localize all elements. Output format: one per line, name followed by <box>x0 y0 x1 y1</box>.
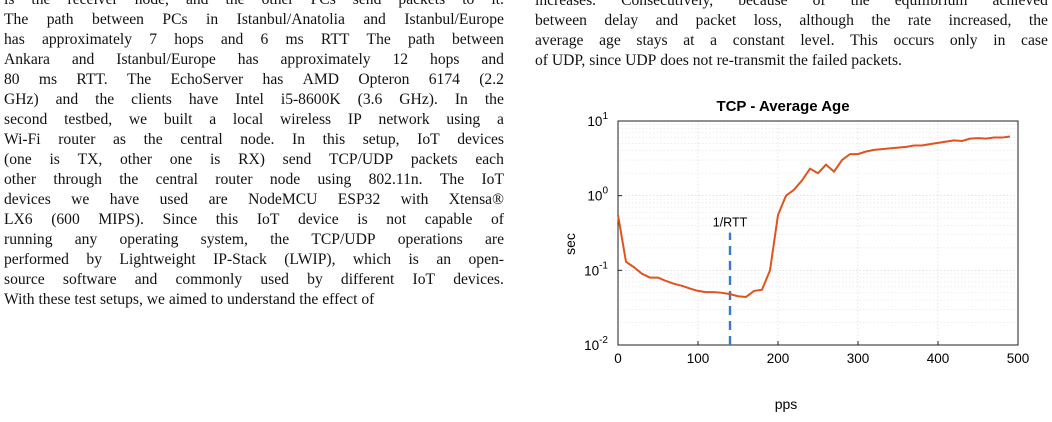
x-axis-label: pps <box>775 396 798 412</box>
left-text-column: isthereceivernode,andtheotherPCssendpack… <box>4 0 504 310</box>
y-tick-label: 10-2 <box>584 335 608 353</box>
left-text-line: devices we have used are NodeMCU ESP32 with Xten… <box>4 191 504 208</box>
chart-title: TCP - Average Age <box>716 98 849 115</box>
left-text-line: GHz) and the clients have Intel i5-8600K (3.6 GH… <box>4 91 504 108</box>
left-text-line: source software and commonly used by different… <box>4 271 504 288</box>
y-axis-label: sec <box>562 233 578 255</box>
left-text-line: second testbed, we built a local wireless IP net… <box>4 111 504 128</box>
right-text-line: of UDP, since UDP does not re-transmit t… <box>535 52 902 69</box>
x-tick-label: 0 <box>614 351 622 366</box>
y-tick-label: 101 <box>587 111 608 129</box>
chart-grid <box>618 121 1018 345</box>
series-line <box>617 135 1011 298</box>
right-text-line: between delay and packet loss, although the rat… <box>535 12 1048 29</box>
left-text-line: 80 ms RTT. The EchoServer has AMD Opteron 6174 (2… <box>4 71 504 88</box>
left-text-line: other through the central router node using 802… <box>4 171 504 188</box>
left-text-line: Wi-Fi router as the central node. In this setup,… <box>4 131 504 148</box>
left-text-line: The path between PCs in Istanbul/Anatolia and I… <box>4 11 504 28</box>
left-text-line: With these test setups, we aimed to unde… <box>4 291 375 308</box>
right-text-line: increases. Consecutively, because of the equi… <box>535 0 1048 9</box>
left-text-line: Ankara and Istanbul/Europe has approximately… <box>4 51 504 68</box>
y-tick-label: 10-1 <box>584 260 608 278</box>
x-tick-label: 200 <box>767 351 790 366</box>
left-text-line: isthereceivernode,andtheotherPCssendpack… <box>4 0 504 10</box>
rtt-annotation-label: 1/RTT <box>713 216 748 230</box>
left-text-line: LX6 (600 MIPS). Since this IoT device is not capa… <box>4 211 504 228</box>
left-text-line: performed by Lightweight IP-Stack (LWIP), whi… <box>4 251 504 268</box>
left-text-line: running any operating system, the TCP/UDP oper… <box>4 231 504 248</box>
x-tick-label: 400 <box>927 351 950 366</box>
plot-frame <box>617 120 1019 346</box>
y-tick-label: 100 <box>587 186 608 204</box>
tcp-average-age-chart: TCP - Average Age 0 100 200 300 400 500 10-2 10… <box>562 98 1029 412</box>
x-tick-label: 300 <box>847 351 870 366</box>
x-tick-label: 500 <box>1007 351 1030 366</box>
x-tick-label: 100 <box>687 351 710 366</box>
rtt-annotation: 1/RTT <box>713 216 748 345</box>
left-text-line: has approximately 7 hops and 6 ms RTT The path bet… <box>4 31 504 48</box>
right-text-line: average age stays at a constant level. This occu… <box>535 32 1048 49</box>
chart-ticks: 0 100 200 300 400 500 10-2 10-1 100 101 <box>584 111 1029 366</box>
right-text-column: increases. Consecutively, because of the equi… <box>535 0 1048 71</box>
left-text-line: (one is TX, other one is RX) send TCP/UDP packets… <box>4 151 504 168</box>
